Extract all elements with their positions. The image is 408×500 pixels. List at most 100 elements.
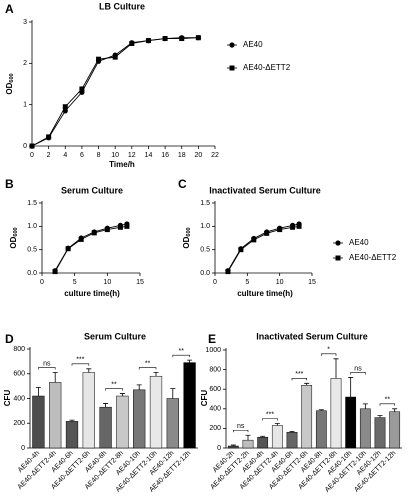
significance-label: ** (385, 397, 391, 404)
error-bar (136, 384, 142, 390)
y-label-main: CFU (3, 390, 12, 407)
marker (117, 224, 123, 230)
y-tick-label: 0 (217, 445, 221, 452)
y-label-sub: 600 (13, 227, 19, 236)
bar (65, 421, 79, 449)
y-tick-label: 600 (13, 371, 25, 378)
bar (32, 395, 45, 449)
bar (271, 425, 283, 449)
legend-marker (229, 65, 235, 71)
marker (195, 35, 201, 41)
bar (242, 439, 254, 449)
panel-letter: C (178, 177, 187, 191)
marker (65, 246, 71, 252)
y-tick-label: 400 (209, 406, 221, 413)
marker (52, 269, 58, 275)
marker (129, 40, 135, 46)
y-tick-label: 0.0 (27, 270, 37, 277)
error-bar (245, 434, 251, 441)
marker (62, 104, 68, 110)
y-tick-label: 2 (23, 60, 27, 67)
error-bar (69, 419, 75, 422)
marker (145, 38, 151, 44)
y-tick-label: 0 (23, 143, 27, 150)
x-tick-label: 15 (136, 279, 144, 286)
error-bar (153, 372, 159, 377)
significance-bracket (38, 367, 56, 370)
error-bar (86, 368, 92, 373)
x-tick-label: 8 (97, 152, 101, 159)
y-axis-label: OD600 (182, 227, 192, 248)
significance-label: ** (145, 360, 151, 367)
y-label-main: OD (182, 236, 191, 248)
error-bar (230, 444, 236, 447)
y-tick-label: 1.5 (200, 200, 210, 207)
y-tick-label: 800 (209, 366, 221, 373)
x-tick-label: 10 (103, 279, 111, 286)
significance-label: ** (178, 348, 184, 355)
y-tick-label: 200 (209, 425, 221, 432)
marker (46, 134, 52, 140)
error-bar (52, 372, 58, 383)
x-tick-label: 5 (73, 279, 77, 286)
x-tick-label: 0 (30, 152, 34, 159)
legend-marker (335, 255, 341, 261)
x-tick-label: 6 (80, 152, 84, 159)
marker (79, 86, 85, 92)
marker (96, 56, 102, 62)
bar (315, 410, 327, 449)
error-bar (333, 358, 339, 379)
error-bar (289, 430, 295, 433)
legend-label: AE40-ΔETT2 (243, 63, 291, 72)
bar (374, 417, 386, 449)
bar (183, 362, 196, 449)
y-axis-label: OD600 (5, 73, 15, 94)
error-bar (348, 377, 354, 398)
significance-label: *** (295, 371, 303, 378)
x-tick-label: 10 (276, 279, 284, 286)
x-axis-label: culture time(h) (64, 289, 120, 298)
bar (149, 375, 163, 449)
marker (104, 227, 110, 233)
chart-title: Inactivated Serum Culture (209, 185, 321, 195)
marker (91, 230, 97, 236)
panel-letter: B (5, 177, 14, 191)
significance-label: * (327, 347, 330, 354)
bar (133, 389, 146, 449)
y-label-main: OD (5, 82, 14, 94)
y-label-main: OD (9, 236, 18, 248)
significance-label: ns (354, 365, 362, 372)
significance-bracket (379, 403, 395, 406)
panel-letter: D (5, 332, 14, 346)
legend-marker (229, 42, 235, 48)
y-tick-label: 800 (13, 346, 25, 353)
bar (99, 406, 112, 449)
y-tick-label: 200 (13, 420, 25, 427)
y-tick-label: 1000 (205, 347, 221, 354)
marker (296, 223, 302, 229)
significance-bracket (350, 372, 366, 375)
marker (162, 36, 168, 42)
chart-title: Serum Culture (84, 331, 146, 341)
marker (238, 247, 244, 253)
x-tick-label: 4 (63, 152, 67, 159)
significance-label: *** (76, 357, 84, 364)
significance-bracket (105, 388, 123, 391)
x-tick-label: 5 (245, 279, 249, 286)
significance-bracket (138, 367, 157, 370)
y-tick-label: 400 (13, 395, 25, 402)
significance-label: ns (237, 423, 245, 430)
error-bar (318, 409, 324, 411)
bar (359, 408, 371, 449)
legend-marker (335, 240, 341, 246)
y-tick-label: 1 (23, 102, 27, 109)
bar (286, 432, 298, 449)
x-tick-label: 12 (128, 152, 136, 159)
marker (290, 224, 296, 230)
marker (78, 236, 84, 242)
error-bar (392, 408, 398, 412)
y-axis-label: CFU (3, 390, 12, 407)
x-tick-label: 16 (161, 152, 169, 159)
error-bar (119, 393, 125, 397)
x-axis-label: culture time(h) (237, 289, 293, 298)
